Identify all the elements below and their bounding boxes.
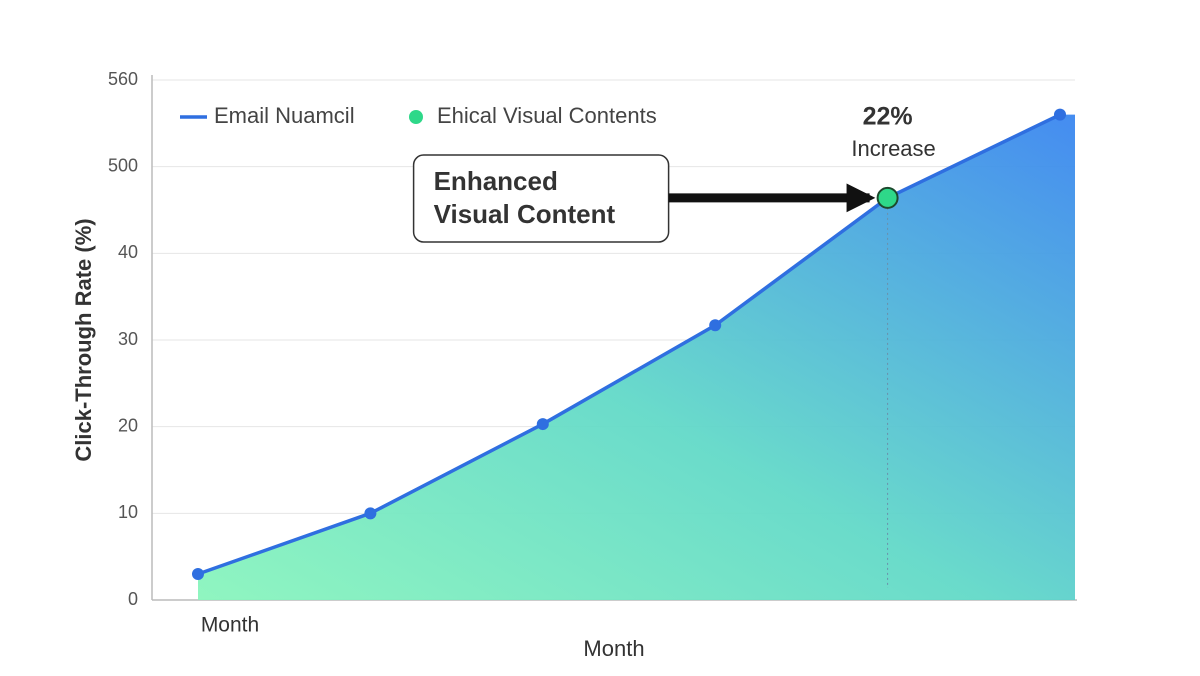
y-tick-label: 40 bbox=[118, 242, 138, 262]
y-tick-label: 20 bbox=[118, 415, 138, 435]
callout-text: Enhanced bbox=[434, 166, 558, 196]
y-tick-label: 0 bbox=[128, 589, 138, 609]
increase-value: 22% bbox=[863, 103, 913, 131]
point bbox=[536, 418, 549, 431]
highlight-point bbox=[876, 186, 899, 209]
point bbox=[364, 507, 377, 520]
y-axis-title: Click-Through Rate (%) bbox=[71, 218, 96, 461]
legend-label: Email Nuamcil bbox=[214, 103, 355, 128]
x-axis-title: Month bbox=[583, 636, 644, 661]
increase-text: Increase bbox=[851, 136, 935, 161]
y-tick-label: 30 bbox=[118, 329, 138, 349]
y-tick-label: 10 bbox=[118, 502, 138, 522]
line bbox=[197, 113, 1061, 576]
callout-text: Visual Content bbox=[434, 199, 616, 229]
area bbox=[198, 114, 1075, 601]
legend-label: Ehical Visual Contents bbox=[437, 103, 657, 128]
point bbox=[709, 319, 722, 332]
point bbox=[1054, 108, 1066, 121]
point bbox=[192, 568, 204, 580]
y-tick-label: 500 bbox=[108, 155, 138, 175]
y-tick-label: 560 bbox=[108, 69, 138, 89]
x-tick-label: Month bbox=[201, 614, 259, 637]
legend-swatch bbox=[409, 110, 423, 124]
